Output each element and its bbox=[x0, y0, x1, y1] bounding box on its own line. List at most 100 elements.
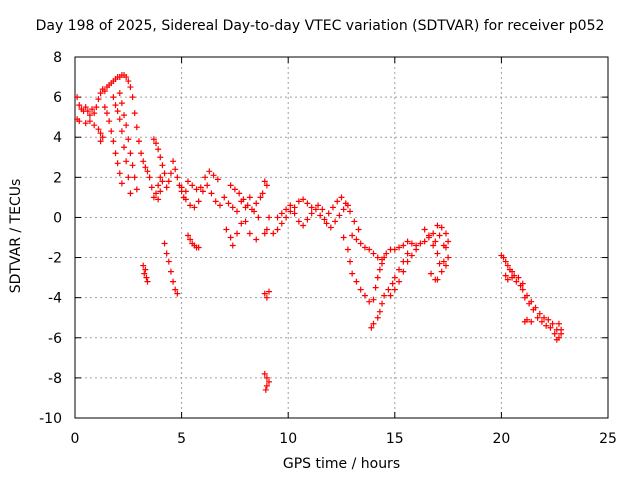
data-point bbox=[440, 242, 447, 249]
data-point bbox=[376, 308, 383, 315]
data-point bbox=[543, 322, 550, 329]
data-point bbox=[502, 272, 509, 279]
data-point bbox=[308, 204, 315, 211]
data-point bbox=[404, 238, 411, 245]
data-point bbox=[108, 128, 115, 135]
data-point bbox=[504, 262, 511, 269]
data-point bbox=[263, 374, 270, 381]
data-point bbox=[95, 126, 102, 133]
data-point bbox=[167, 170, 174, 177]
data-point bbox=[131, 110, 138, 117]
data-point bbox=[353, 278, 360, 285]
data-point bbox=[244, 202, 251, 209]
data-point bbox=[349, 270, 356, 277]
data-point bbox=[206, 168, 213, 175]
data-point bbox=[521, 294, 528, 301]
data-point bbox=[381, 254, 388, 261]
data-point bbox=[261, 178, 268, 185]
data-point bbox=[549, 320, 556, 327]
data-point bbox=[312, 206, 319, 213]
data-point bbox=[357, 240, 364, 247]
data-point bbox=[172, 286, 179, 293]
data-point bbox=[353, 236, 360, 243]
y-tick-label: -2 bbox=[48, 251, 62, 267]
data-point bbox=[511, 272, 518, 279]
data-point bbox=[376, 266, 383, 273]
data-point bbox=[155, 146, 162, 153]
data-point bbox=[519, 280, 526, 287]
data-point bbox=[84, 108, 91, 115]
data-point bbox=[118, 180, 125, 187]
data-point bbox=[349, 232, 356, 239]
data-point bbox=[97, 130, 104, 137]
y-tick-label: -4 bbox=[48, 291, 62, 307]
data-point bbox=[143, 274, 150, 281]
data-point bbox=[133, 186, 140, 193]
data-point bbox=[227, 182, 234, 189]
data-point bbox=[287, 202, 294, 209]
data-point bbox=[148, 184, 155, 191]
data-point bbox=[374, 254, 381, 261]
data-point bbox=[159, 178, 166, 185]
data-point bbox=[434, 250, 441, 257]
data-point bbox=[421, 226, 428, 233]
data-point bbox=[385, 286, 392, 293]
data-point bbox=[361, 292, 368, 299]
data-point bbox=[538, 318, 545, 325]
data-point bbox=[430, 242, 437, 249]
data-point bbox=[347, 258, 354, 265]
data-point bbox=[159, 162, 166, 169]
data-point bbox=[172, 166, 179, 173]
data-point bbox=[135, 138, 142, 145]
data-point bbox=[530, 306, 537, 313]
data-point bbox=[536, 310, 543, 317]
data-point bbox=[101, 88, 108, 95]
data-point bbox=[234, 208, 241, 215]
data-point bbox=[534, 314, 541, 321]
data-point bbox=[317, 212, 324, 219]
data-point bbox=[221, 194, 228, 201]
data-point bbox=[212, 198, 219, 205]
y-tick-label: 4 bbox=[53, 130, 62, 146]
data-point bbox=[541, 314, 548, 321]
data-point bbox=[338, 194, 345, 201]
data-point bbox=[125, 136, 132, 143]
data-point bbox=[351, 218, 358, 225]
data-point bbox=[266, 214, 273, 221]
data-point bbox=[123, 74, 130, 81]
data-point bbox=[144, 278, 151, 285]
data-point bbox=[231, 186, 238, 193]
data-point bbox=[551, 330, 558, 337]
data-point bbox=[558, 326, 565, 333]
data-point bbox=[125, 174, 132, 181]
data-point bbox=[319, 206, 326, 213]
data-point bbox=[184, 232, 191, 239]
data-point bbox=[387, 292, 394, 299]
data-point bbox=[140, 262, 147, 269]
data-point bbox=[379, 260, 386, 267]
data-point bbox=[86, 118, 93, 125]
data-point bbox=[121, 144, 128, 151]
data-point bbox=[421, 238, 428, 245]
data-point bbox=[308, 210, 315, 217]
data-point bbox=[438, 268, 445, 275]
data-point bbox=[500, 254, 507, 261]
data-point bbox=[391, 286, 398, 293]
data-point bbox=[86, 112, 93, 119]
data-point bbox=[101, 104, 108, 111]
data-point bbox=[246, 230, 253, 237]
data-point bbox=[131, 174, 138, 181]
data-point bbox=[89, 106, 96, 113]
data-point bbox=[118, 128, 125, 135]
data-point bbox=[370, 296, 377, 303]
y-tick-label: -8 bbox=[48, 371, 62, 387]
plot-frame bbox=[74, 56, 609, 419]
data-point bbox=[396, 266, 403, 273]
data-point bbox=[144, 168, 151, 175]
y-tick-label: -6 bbox=[48, 331, 62, 347]
data-point bbox=[374, 314, 381, 321]
data-point bbox=[438, 224, 445, 231]
data-point bbox=[396, 244, 403, 251]
data-point bbox=[368, 324, 375, 331]
y-tick-label: 8 bbox=[53, 50, 62, 66]
